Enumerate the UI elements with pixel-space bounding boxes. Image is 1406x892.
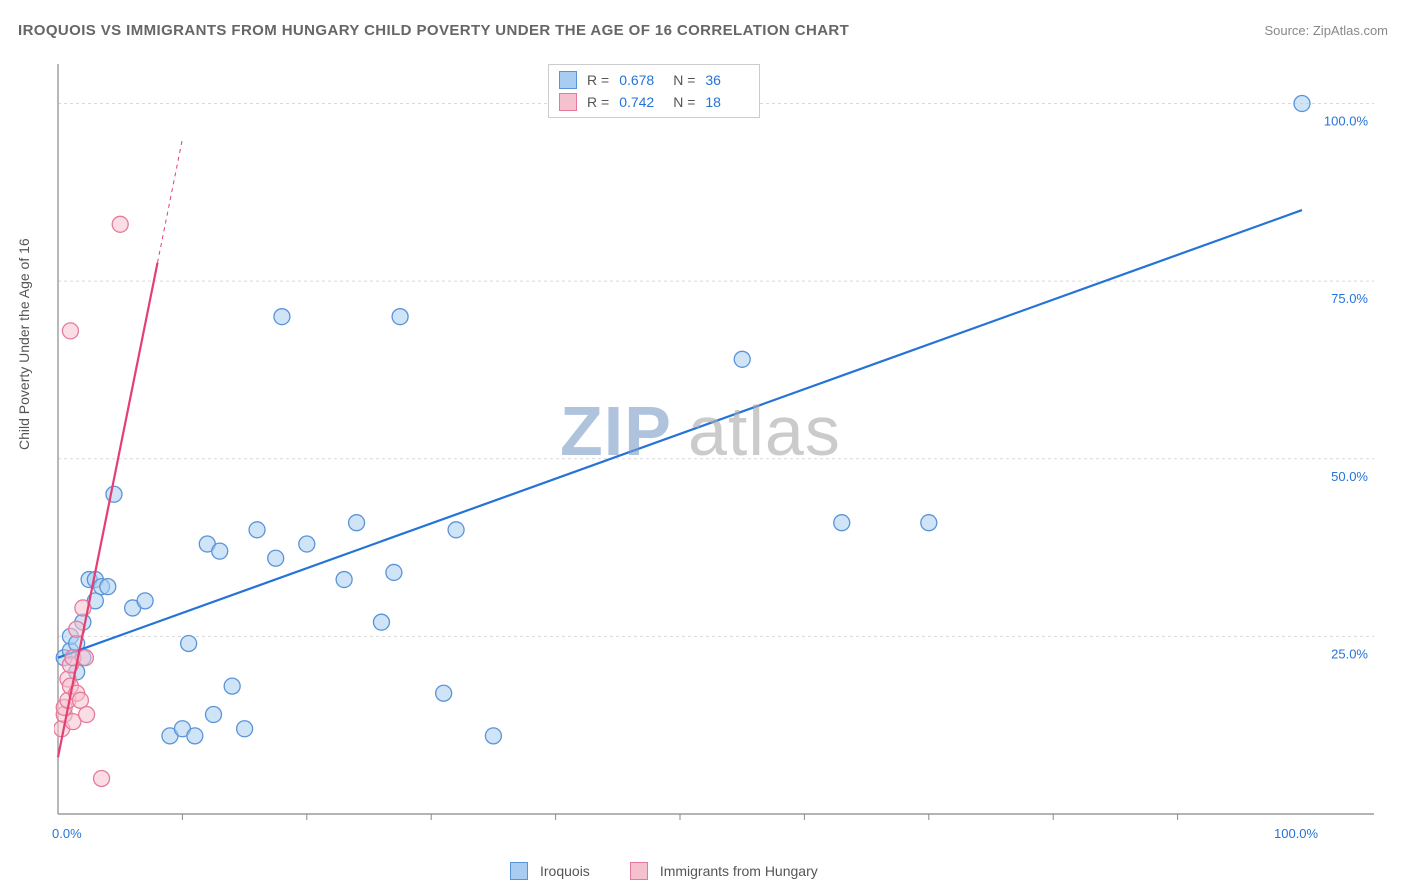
x-tick-label: 100.0% [1274, 826, 1318, 841]
swatch-iroquois [559, 71, 577, 89]
chart-header: IROQUOIS VS IMMIGRANTS FROM HUNGARY CHIL… [18, 22, 1388, 39]
x-tick-label: 0.0% [52, 826, 82, 841]
swatch-hungary [559, 93, 577, 111]
chart-title: IROQUOIS VS IMMIGRANTS FROM HUNGARY CHIL… [18, 22, 849, 39]
legend-n-label: N = [673, 94, 695, 110]
legend-row-hungary: R = 0.742 N = 18 [559, 91, 749, 113]
legend-label-iroquois: Iroquois [540, 863, 590, 879]
legend-r-label: R = [587, 94, 609, 110]
chart-source: Source: ZipAtlas.com [1264, 23, 1388, 38]
scatter-plot-svg: 25.0% 50.0% 75.0% 100.0% [54, 58, 1374, 828]
svg-text:25.0%: 25.0% [1331, 646, 1368, 661]
legend-r-value-0: 0.678 [619, 72, 663, 88]
swatch-bottom-iroquois [510, 862, 528, 880]
swatch-bottom-hungary [630, 862, 648, 880]
svg-text:75.0%: 75.0% [1331, 291, 1368, 306]
legend-n-value-0: 36 [705, 72, 749, 88]
svg-text:50.0%: 50.0% [1331, 469, 1368, 484]
chart-plot-area: 25.0% 50.0% 75.0% 100.0% [54, 58, 1374, 828]
legend-n-label: N = [673, 72, 695, 88]
legend-correlation: R = 0.678 N = 36 R = 0.742 N = 18 [548, 64, 760, 118]
legend-label-hungary: Immigrants from Hungary [660, 863, 818, 879]
legend-r-label: R = [587, 72, 609, 88]
svg-text:100.0%: 100.0% [1324, 114, 1369, 129]
y-axis-label: Child Poverty Under the Age of 16 [16, 238, 32, 450]
legend-row-iroquois: R = 0.678 N = 36 [559, 69, 749, 91]
legend-n-value-1: 18 [705, 94, 749, 110]
legend-series: Iroquois Immigrants from Hungary [510, 862, 818, 880]
legend-r-value-1: 0.742 [619, 94, 663, 110]
